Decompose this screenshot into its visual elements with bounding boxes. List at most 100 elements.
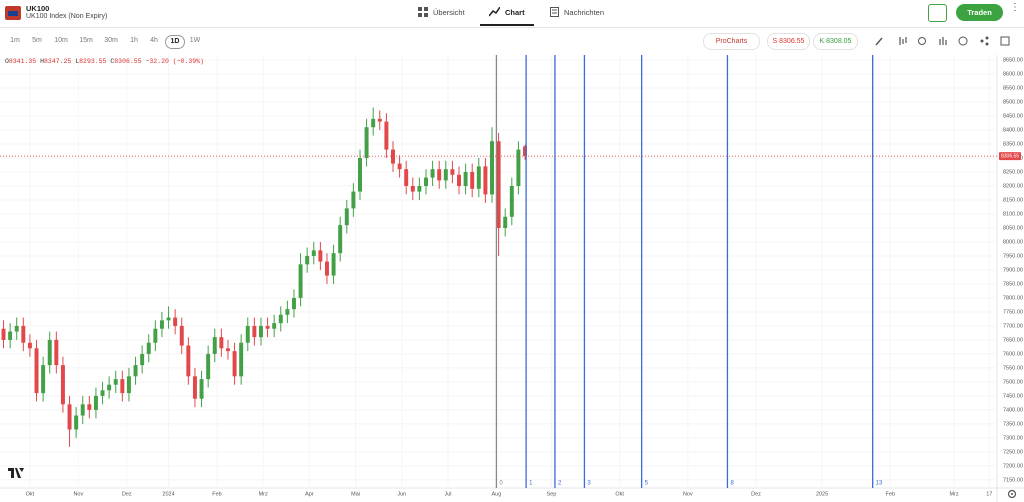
candle-body — [67, 404, 72, 430]
y-tick-label: 8050.00 — [1003, 225, 1023, 231]
buy-button[interactable]: K 8308.05 — [813, 33, 858, 50]
draw-icon[interactable] — [875, 37, 883, 46]
axis-settings-icon[interactable] — [1007, 489, 1017, 499]
candle-body — [186, 345, 191, 377]
candle-body — [470, 171, 475, 189]
x-tick-label: Jul — [444, 491, 451, 497]
menu-dots[interactable]: ⋮ — [1010, 2, 1020, 13]
x-tick-label: Apr — [305, 491, 314, 497]
x-tick-label: Mrz — [259, 491, 268, 497]
trade-button[interactable]: Traden — [956, 4, 1003, 21]
y-tick-label: 7350.00 — [1003, 421, 1023, 427]
candle-body — [232, 351, 237, 377]
time-zone-label: 1 — [529, 481, 533, 487]
chart-type-icon[interactable] — [939, 37, 947, 45]
news-icon — [550, 7, 559, 17]
candle-body — [100, 390, 105, 396]
x-tick-label: Sep — [547, 491, 557, 497]
ohlc-label: H — [40, 58, 45, 65]
candle-body — [60, 365, 65, 405]
y-tick-label: 8550.00 — [1003, 85, 1023, 91]
candle-body — [358, 158, 362, 192]
candle-body — [430, 169, 435, 178]
ohlc-label: L — [75, 58, 80, 65]
candle-body — [245, 325, 250, 343]
settings-icon[interactable] — [918, 37, 926, 45]
candle-body — [80, 404, 85, 416]
y-tick-label: 7950.00 — [1003, 253, 1023, 259]
candle-body — [305, 255, 310, 265]
y-tick-label: 8500.00 — [1003, 99, 1023, 105]
timeframe[interactable]: 30m — [104, 37, 118, 44]
candle-body — [206, 353, 211, 380]
sell-button[interactable]: S 8306.55 — [767, 33, 810, 50]
candle-body — [120, 379, 125, 394]
candle-body — [384, 121, 389, 150]
x-tick-label: Mrz — [950, 491, 959, 497]
timeframe[interactable]: 1W — [189, 37, 201, 44]
candle-body — [166, 317, 171, 321]
tab[interactable]: Übersicht — [433, 8, 465, 17]
timeframe[interactable]: 1D — [165, 35, 185, 49]
candle-body — [503, 216, 508, 228]
candle-body — [173, 317, 178, 326]
candle-body — [364, 127, 369, 159]
candle-body — [159, 320, 164, 329]
candle-body — [54, 339, 59, 366]
y-tick-label: 8350.00 — [1003, 141, 1023, 147]
tool-icons — [875, 36, 1010, 46]
procharts-button[interactable]: ProCharts — [703, 33, 760, 50]
candle-body — [107, 384, 112, 391]
y-tick-label: 7200.00 — [1003, 463, 1023, 469]
x-tick-label: Feb — [212, 491, 221, 497]
candle-body — [8, 331, 13, 340]
candle-body — [21, 325, 26, 343]
candle-body — [153, 328, 158, 343]
candle-body — [34, 348, 39, 394]
candle-body — [41, 365, 46, 394]
candle-body — [324, 261, 329, 276]
share-icon[interactable] — [980, 36, 989, 46]
header: UK100 UK100 Index (Non Expiry) Übersicht… — [0, 0, 1024, 28]
candle-body — [146, 342, 151, 354]
y-tick-label: 7700.00 — [1003, 323, 1023, 329]
add-icon[interactable] — [958, 36, 968, 46]
plot-area — [0, 55, 997, 488]
symbol-name: UK100 Index (Non Expiry) — [26, 13, 108, 20]
timeframe[interactable]: 4h — [150, 37, 158, 44]
y-tick-label: 8100.00 — [1003, 211, 1023, 217]
candle-body — [351, 191, 356, 209]
candle-body — [437, 169, 442, 181]
tab[interactable]: Nachrichten — [564, 8, 605, 17]
candle-body — [509, 185, 514, 217]
candle-body — [450, 169, 455, 175]
symbol: UK100 — [26, 4, 50, 13]
timeframe[interactable]: 1h — [130, 37, 138, 44]
tab-underline — [480, 24, 534, 26]
ohlc-label: C — [110, 58, 115, 65]
timeframe[interactable]: 5m — [32, 37, 42, 44]
candle-body — [14, 325, 19, 332]
candle-body — [265, 325, 270, 329]
indicator-icon[interactable] — [899, 37, 907, 45]
y-tick-label: 8400.00 — [1003, 127, 1023, 133]
candle-body — [47, 339, 52, 366]
fullscreen-icon[interactable] — [1000, 36, 1010, 46]
candle-body — [199, 379, 204, 399]
timeframe[interactable]: 15m — [79, 37, 93, 44]
x-tick-label: Aug — [492, 491, 502, 497]
time-zone-label: 8 — [730, 481, 734, 487]
watchlist-button[interactable] — [928, 4, 947, 22]
candle-body — [331, 253, 336, 276]
timeframe[interactable]: 10m — [54, 37, 68, 44]
tradingview-logo — [8, 468, 24, 478]
tab[interactable]: Chart — [505, 8, 525, 17]
candle-body — [397, 163, 402, 170]
candle-body — [113, 379, 118, 385]
timeframe[interactable]: 1m — [10, 37, 20, 44]
candle-body — [516, 149, 521, 186]
y-tick-label: 7650.00 — [1003, 337, 1023, 343]
candle-body — [140, 353, 145, 366]
time-zone-label: 13 — [876, 481, 883, 487]
